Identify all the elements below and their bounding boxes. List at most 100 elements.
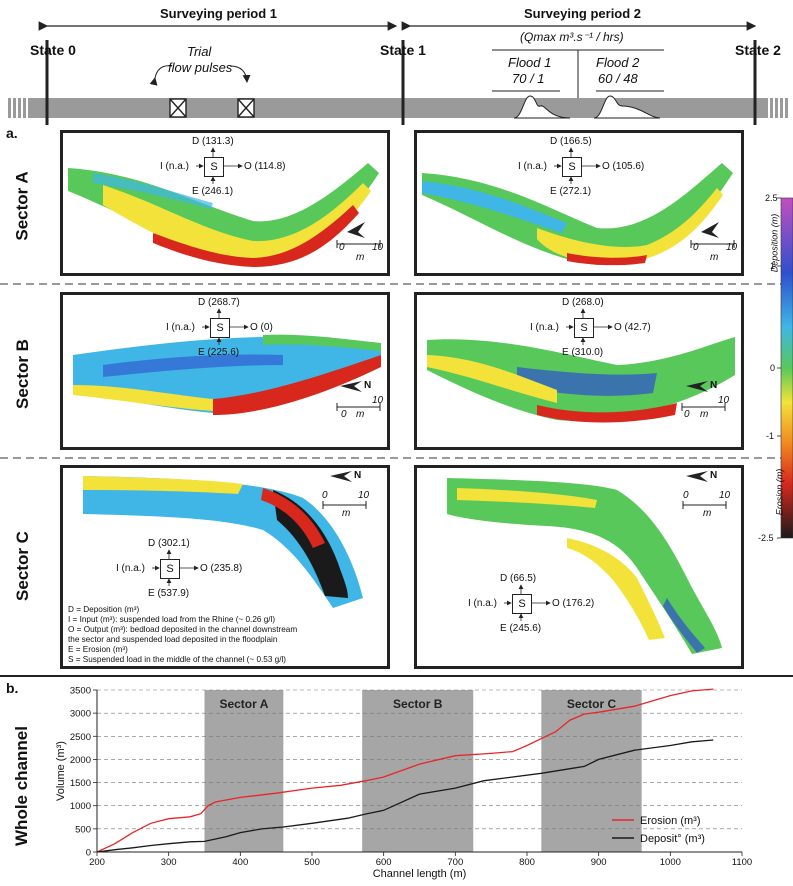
trial-box-2 — [237, 98, 255, 118]
x-axis-label: Channel length (m) — [373, 868, 467, 880]
legend-line: I = Input (m³): suspended load from the … — [68, 615, 276, 624]
scale-zero: 0 — [684, 409, 690, 420]
colorbar-deposition-label: Deposition (m) — [769, 213, 780, 273]
budget-deposition: D (131.3) — [192, 136, 234, 147]
x-tick-label: 700 — [447, 857, 463, 868]
budget-suspended-box: S — [562, 157, 582, 177]
scale-unit: m — [356, 409, 365, 420]
legend-line: D = Deposition (m³) — [68, 605, 140, 614]
state0-label: State 0 — [30, 42, 76, 58]
budget-b1: D (268.7) I (n.a.) S O (0) E (225.6) — [166, 297, 346, 367]
header-arrows — [8, 21, 788, 125]
dem-difference-map-b2 — [427, 337, 735, 423]
trial-box-1 — [169, 98, 187, 118]
state2-label: State 2 — [735, 42, 781, 58]
colorbar-tick: 0 — [770, 363, 776, 373]
budget-suspended-box: S — [160, 559, 180, 579]
budget-deposition: D (268.0) — [562, 297, 604, 308]
budget-deposition: D (268.7) — [198, 297, 240, 308]
north-label: N — [364, 380, 372, 391]
sector-b-row-label: Sector B — [12, 339, 32, 409]
map-panel-a-period1 — [60, 130, 390, 276]
sector-shade-label: Sector C — [567, 697, 617, 711]
budget-deposition: D (302.1) — [148, 538, 190, 549]
x-tick-label: 900 — [591, 857, 607, 868]
budget-suspended-box: S — [574, 318, 594, 338]
period1-label: Surveying period 1 — [160, 6, 278, 21]
legend-entry: Erosion (m³) — [640, 815, 701, 827]
scale-zero: 0 — [322, 490, 328, 501]
budget-input: I (n.a.) — [468, 598, 497, 609]
dem-difference-map-a2 — [422, 163, 733, 266]
x-tick-label: 500 — [304, 857, 320, 868]
qmax-label: (Qmax m³.s⁻¹ / hrs) — [520, 30, 624, 44]
legend-entry: Deposit° (m³) — [640, 833, 705, 845]
budget-deposition: D (166.5) — [550, 136, 592, 147]
map-panel-b-period1 — [60, 292, 390, 450]
y-tick-label: 0 — [86, 848, 91, 859]
map-panel-a-period2 — [414, 130, 744, 276]
legend-line: O = Output (m³): bedload deposited in th… — [68, 625, 298, 634]
panel-b-label: b. — [6, 680, 19, 696]
x-tick-label: 800 — [519, 857, 535, 868]
scale-zero: 0 — [683, 490, 689, 501]
y-tick-label: 500 — [75, 824, 91, 835]
sector-shade-label: Sector A — [219, 697, 268, 711]
budget-c2: D (66.5) I (n.a.) S O (176.2) E (245.6) — [468, 573, 648, 643]
budget-c1: D (302.1) I (n.a.) S O (235.8) E (537.9) — [116, 538, 296, 608]
series-line-1 — [96, 739, 714, 853]
budget-suspended-box: S — [512, 594, 532, 614]
budget-a2: D (166.5) I (n.a.) S O (105.6) E (272.1) — [518, 136, 698, 206]
budget-a1: D (131.3) I (n.a.) S O (114.8) E (246.1) — [160, 136, 340, 206]
sector-shade-region — [204, 690, 284, 852]
scale-zero: 0 — [693, 242, 699, 253]
scale-zero: 0 — [339, 242, 345, 253]
north-label: N — [710, 380, 718, 391]
y-axis-label: Volume (m³) — [55, 741, 67, 801]
volume-line-chart: Sector A Sector B Sector C 0 500 1000 1500 200… — [55, 686, 752, 881]
legend-line: the sector and suspended load deposited … — [68, 635, 278, 644]
scale-ten: 10 — [372, 242, 384, 253]
budget-erosion: E (272.1) — [550, 186, 592, 197]
scale-unit: m — [356, 252, 365, 263]
budget-output: O (235.8) — [200, 563, 243, 574]
flood1-name: Flood 1 — [508, 55, 552, 70]
north-label: N — [710, 470, 718, 481]
panel-a-label: a. — [6, 125, 18, 141]
y-tick-label: 3000 — [70, 709, 91, 720]
budget-output: O (114.8) — [244, 161, 286, 172]
colorbar-tick: -2.5 — [758, 533, 774, 543]
budget-input: I (n.a.) — [166, 322, 195, 333]
colorbar-tick: -1 — [766, 431, 775, 441]
x-tick-label: 400 — [232, 857, 248, 868]
map-panel-c-period2 — [414, 465, 744, 669]
budget-output: O (42.7) — [614, 322, 651, 333]
sector-c-row-label: Sector C — [12, 531, 32, 601]
sector-shade-region — [362, 690, 474, 852]
dem-difference-map-b1 — [73, 334, 381, 415]
sector-shade-label: Sector B — [393, 697, 443, 711]
y-tick-label: 1500 — [70, 778, 91, 789]
state1-label: State 1 — [380, 42, 426, 58]
budget-deposition: D (66.5) — [500, 573, 537, 584]
x-tick-label: 1000 — [660, 857, 681, 868]
x-tick-label: 200 — [89, 857, 105, 868]
budget-erosion: E (225.6) — [198, 347, 240, 358]
colorbar — [777, 197, 793, 539]
dem-difference-map-c1 — [83, 476, 363, 608]
budget-b2: D (268.0) I (n.a.) S O (42.7) E (310.0) — [530, 297, 710, 367]
scale-ten: 10 — [718, 395, 730, 406]
y-tick-label: 2500 — [70, 732, 91, 743]
budget-input: I (n.a.) — [530, 322, 559, 333]
budget-output: O (0) — [250, 322, 273, 333]
scale-unit: m — [710, 252, 719, 263]
budget-suspended-box: S — [210, 318, 230, 338]
scale-ten: 10 — [726, 242, 738, 253]
period2-label: Surveying period 2 — [524, 6, 642, 21]
x-tick-label: 1100 — [732, 857, 752, 868]
colorbar-tick: 1 — [770, 261, 776, 271]
flood2-name: Flood 2 — [596, 55, 640, 70]
budget-output: O (176.2) — [552, 598, 595, 609]
series-line-0 — [96, 688, 714, 853]
scale-unit: m — [700, 409, 709, 420]
